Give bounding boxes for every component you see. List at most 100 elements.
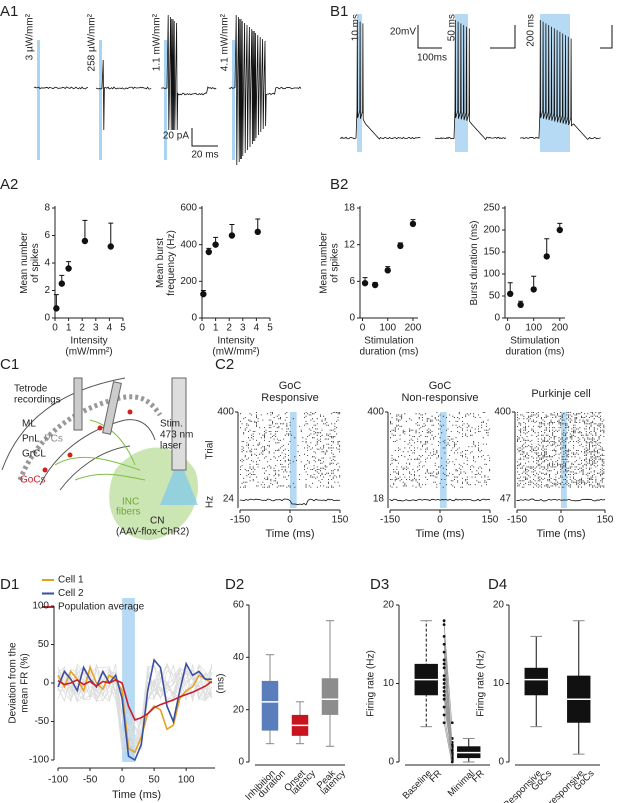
point — [409, 220, 417, 228]
grcl-boundary — [39, 419, 156, 486]
tetrode — [73, 377, 83, 431]
point — [517, 301, 524, 308]
y-tick-label: 0 — [191, 313, 197, 324]
y-tick-label: 0 — [498, 757, 504, 768]
scalebar-label: 20mV — [390, 27, 416, 38]
y-axis-label: Mean number — [19, 231, 30, 293]
panel-label: A1 — [0, 3, 18, 20]
x-axis-label: Time (ms) — [415, 528, 464, 540]
stim-bar — [232, 40, 235, 160]
x-axis-label: duration (ms) — [506, 347, 565, 358]
y-axis-label: Mean burst — [155, 238, 166, 288]
y-tick-label: 6 — [44, 230, 50, 241]
stim-label: 4.1 mW/mm² — [220, 13, 231, 71]
y-tick-label: 40 — [233, 652, 245, 663]
pair-point — [442, 689, 446, 693]
y-axis-label: mean FR (%) — [20, 653, 31, 712]
stim-label: 1.1 mW/mm² — [152, 13, 163, 71]
y-tick-label: 8 — [44, 203, 50, 214]
series-line — [57, 658, 212, 762]
diagram-label: Stim. — [160, 419, 183, 430]
point — [530, 286, 537, 293]
series-line — [57, 665, 213, 754]
x-tick-label: 150 — [332, 515, 349, 526]
point — [212, 241, 219, 248]
y-axis-label: of spikes — [30, 243, 41, 282]
y-axis-label: Firing rate (Hz) — [476, 650, 487, 717]
x-tick-label: 200 — [405, 323, 422, 334]
goc — [42, 467, 48, 473]
legend-label: Cell 1 — [58, 575, 84, 586]
pair-point — [450, 751, 454, 754]
x-tick-label: 0 — [199, 323, 205, 334]
panel-label: C2 — [215, 356, 234, 373]
background-trace — [57, 664, 213, 750]
y-tick-label: 150 — [483, 247, 500, 258]
scalebar — [490, 25, 516, 49]
y-tick-label: 100 — [483, 269, 500, 280]
y-tick-label: 18 — [344, 203, 356, 214]
y-tick-label: 20 — [383, 600, 395, 611]
point — [53, 305, 60, 312]
raster-title: Purkinje cell — [531, 388, 590, 400]
x-tick-label: -50 — [83, 775, 98, 786]
point — [543, 253, 550, 260]
pair-point — [442, 705, 446, 709]
error-bar — [82, 219, 88, 241]
y-tick-label: 400 — [217, 407, 234, 418]
x-tick-label: 100 — [178, 775, 195, 786]
pair-line — [443, 667, 453, 743]
scalebar-label: 20 ms — [191, 150, 218, 161]
point — [200, 290, 207, 298]
y-tick-label: 600 — [180, 203, 197, 214]
point — [254, 228, 261, 236]
pair-line — [443, 624, 453, 723]
wm-boundary — [59, 445, 131, 491]
y-tick-label: 20 — [493, 600, 505, 611]
hz-tick-label: 24 — [223, 494, 235, 505]
raster-title: Non-responsive — [401, 392, 478, 404]
x-tick-label: 1 — [213, 323, 219, 334]
x-tick-label: 2 — [226, 323, 232, 334]
rate-trace — [389, 498, 491, 502]
goc — [67, 452, 73, 458]
x-tick-label: FR — [427, 768, 444, 785]
panel-label: D4 — [488, 576, 507, 593]
y-tick-label: 0 — [349, 313, 355, 324]
pair-point — [450, 748, 454, 752]
rate-trace — [516, 498, 606, 502]
stim-window — [290, 412, 297, 508]
y-tick-label: 50 — [38, 639, 50, 650]
pair-point — [450, 721, 454, 725]
y-tick-label: 400 — [367, 407, 384, 418]
stim-window — [561, 412, 567, 508]
pair-point — [442, 674, 446, 678]
stim-bar — [164, 40, 167, 160]
ml-boundary — [1, 377, 126, 471]
y-axis-label: Trial — [205, 440, 216, 459]
x-axis-label: Stimulation — [510, 336, 559, 347]
stim-label: 200 ms — [526, 14, 537, 47]
x-tick-label: 200 — [551, 323, 568, 334]
point — [228, 232, 236, 239]
x-tick-label: 0 — [287, 515, 293, 526]
box — [524, 667, 548, 696]
y-tick-label: 0 — [388, 757, 394, 768]
x-tick-label: 2 — [79, 323, 85, 334]
box — [261, 680, 279, 731]
x-tick-label: -100 — [48, 775, 68, 786]
pair-point — [442, 650, 446, 654]
y-tick-label: -50 — [35, 716, 50, 727]
raster-title: GoC — [429, 380, 452, 392]
diagram-label: laser — [160, 441, 182, 452]
x-tick-label: 150 — [482, 515, 499, 526]
y-tick-label: -100 — [29, 755, 49, 766]
panel-label: D3 — [370, 576, 389, 593]
diagram-label: Tetrode — [14, 384, 48, 395]
error-bar — [108, 222, 114, 247]
y-tick-label: 20 — [233, 704, 245, 715]
y-tick-label: 0 — [43, 678, 49, 689]
y-tick-label: 100 — [32, 601, 49, 612]
diagram-label: recordings — [14, 395, 61, 406]
panel-label: B1 — [330, 3, 348, 20]
